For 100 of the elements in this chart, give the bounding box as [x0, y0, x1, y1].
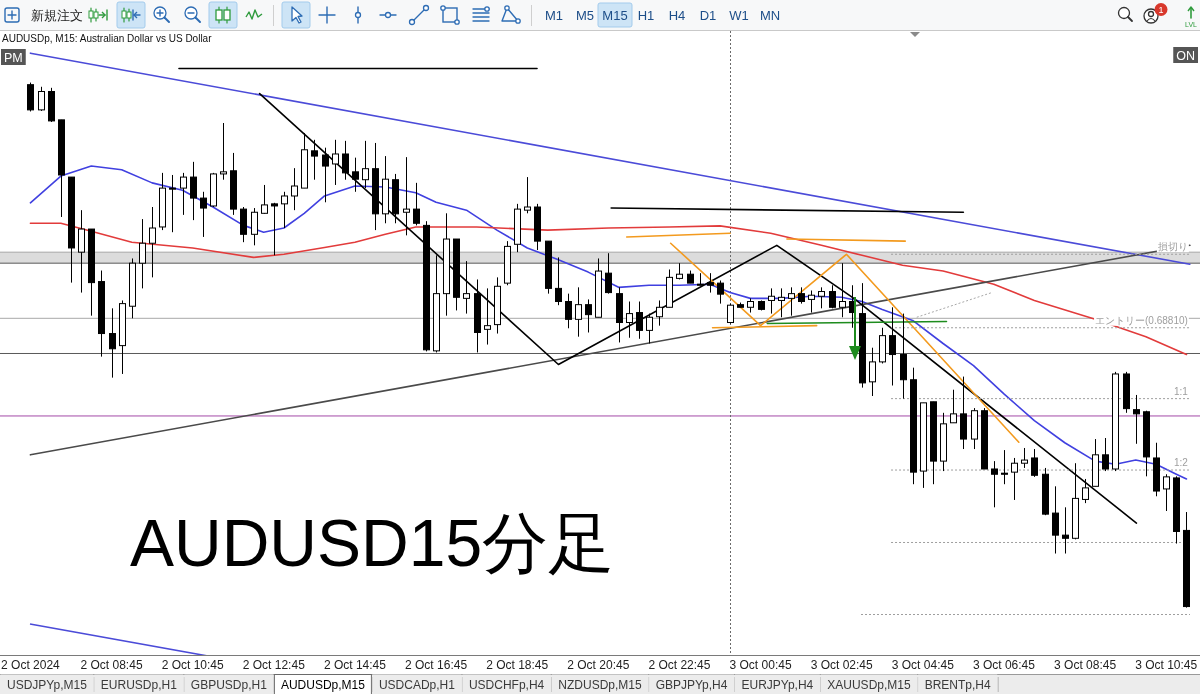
candlestick [220, 122, 227, 181]
series-label: エントリー(0.68810) [1095, 314, 1188, 326]
candlestick [169, 174, 176, 233]
x-tick-label: 3 Oct 02:45 [810, 658, 874, 672]
candlestick [38, 86, 45, 112]
text: USDCADp,H1 [378, 678, 456, 692]
candlestick [311, 139, 318, 181]
series-label: 1:1 [1173, 385, 1189, 397]
chart-title: AUDUSDp, M15: Australian Dollar vs US Dollar [2, 33, 213, 44]
x-tick-label: 2 Oct 2024 [1, 658, 61, 672]
text: M1 [544, 8, 564, 23]
candlestick [190, 161, 197, 221]
x-tick-label: 3 Oct 06:45 [972, 658, 1036, 672]
candlestick [646, 313, 653, 345]
candlestick [403, 156, 410, 236]
candlestick [1001, 449, 1008, 485]
candlestick [463, 260, 470, 315]
candlestick [1062, 506, 1069, 555]
candlestick [727, 303, 734, 325]
text: 1 [1158, 5, 1164, 15]
x-tick-label: 2 Oct 14:45 [323, 658, 387, 672]
candlestick [261, 184, 268, 215]
candlestick [768, 287, 775, 315]
candlestick [271, 202, 278, 256]
candlestick [413, 182, 420, 226]
text: EURUSDp,H1 [100, 678, 178, 692]
candlestick [524, 176, 531, 214]
candlestick [788, 286, 795, 317]
candlestick [585, 298, 592, 333]
x-tick-label: 3 Oct 10:45 [1135, 658, 1198, 672]
x-tick-label: 3 Oct 04:45 [891, 658, 955, 672]
candlestick [697, 272, 704, 286]
text: M15 [602, 8, 628, 23]
text: MN [759, 8, 781, 23]
candlestick [342, 140, 349, 181]
candlestick [565, 293, 572, 329]
candlestick [1102, 437, 1109, 472]
x-tick-label: 2 Oct 20:45 [567, 658, 630, 672]
candlestick [251, 207, 258, 246]
x-tick-label: 2 Oct 10:45 [161, 658, 225, 672]
text: USDCHFp,H4 [468, 678, 545, 692]
candlestick [149, 206, 156, 278]
text: H4 [668, 8, 686, 23]
badge: PM [1, 49, 26, 65]
candlestick [139, 218, 146, 289]
candlestick [1133, 394, 1140, 445]
x-tick-label: 2 Oct 12:45 [242, 658, 306, 672]
text: M5 [575, 8, 595, 23]
candlestick [778, 287, 785, 318]
text: W1 [729, 8, 749, 23]
text: AUDUSDp,M15 [280, 678, 366, 692]
candlestick [362, 140, 369, 189]
candlestick [636, 301, 643, 340]
candlestick [78, 209, 85, 294]
candlestick [656, 299, 663, 327]
x-tick-label: 3 Oct 08:45 [1054, 658, 1117, 672]
candlestick [1031, 448, 1038, 478]
candlestick [991, 460, 998, 508]
candlestick [484, 287, 491, 346]
candlestick [332, 139, 339, 186]
candlestick [322, 147, 329, 203]
candlestick [109, 307, 116, 379]
candlestick [889, 306, 896, 387]
text: 新規注文 [31, 8, 83, 23]
candlestick [707, 272, 714, 294]
candlestick [818, 286, 825, 309]
candlestick [1163, 473, 1170, 512]
candlestick [605, 252, 612, 295]
text: BRENTp,H4 [924, 678, 991, 692]
text: GBPJPYp,H4 [655, 678, 728, 692]
candlestick [1011, 457, 1018, 501]
candlestick [281, 191, 288, 229]
badge: ON [1173, 47, 1198, 63]
candlestick [626, 301, 633, 339]
candlestick [950, 389, 957, 424]
x-tick-label: 2 Oct 18:45 [486, 658, 549, 672]
candlestick [575, 286, 582, 338]
series-label: 損切り [1157, 241, 1188, 253]
text: EURJPYp,H4 [741, 678, 814, 692]
text: D1 [699, 8, 717, 23]
candlestick [808, 289, 815, 314]
candlestick [839, 262, 846, 318]
x-tick-label: 3 Oct 00:45 [729, 658, 792, 672]
candlestick [717, 280, 724, 305]
annotation: AUDUSD15分足 [130, 506, 615, 580]
x-tick-label: 2 Oct 16:45 [405, 658, 468, 672]
candlestick [555, 256, 562, 306]
candlestick [1082, 478, 1089, 504]
text: NZDUSDp,M15 [558, 678, 642, 692]
candlestick [291, 167, 298, 211]
x-tick-label: 2 Oct 22:45 [648, 658, 711, 672]
text: GBPUSDp,H1 [190, 678, 268, 692]
candlestick [1021, 447, 1028, 469]
text: XAUUSDp,M15 [827, 678, 911, 692]
candlestick [180, 172, 187, 216]
x-tick-label: 2 Oct 08:45 [80, 658, 143, 672]
text: H1 [637, 8, 655, 23]
candlestick [200, 191, 207, 238]
text: USDJPYp,M15 [7, 678, 88, 692]
series-label: 1:2 [1173, 457, 1189, 469]
